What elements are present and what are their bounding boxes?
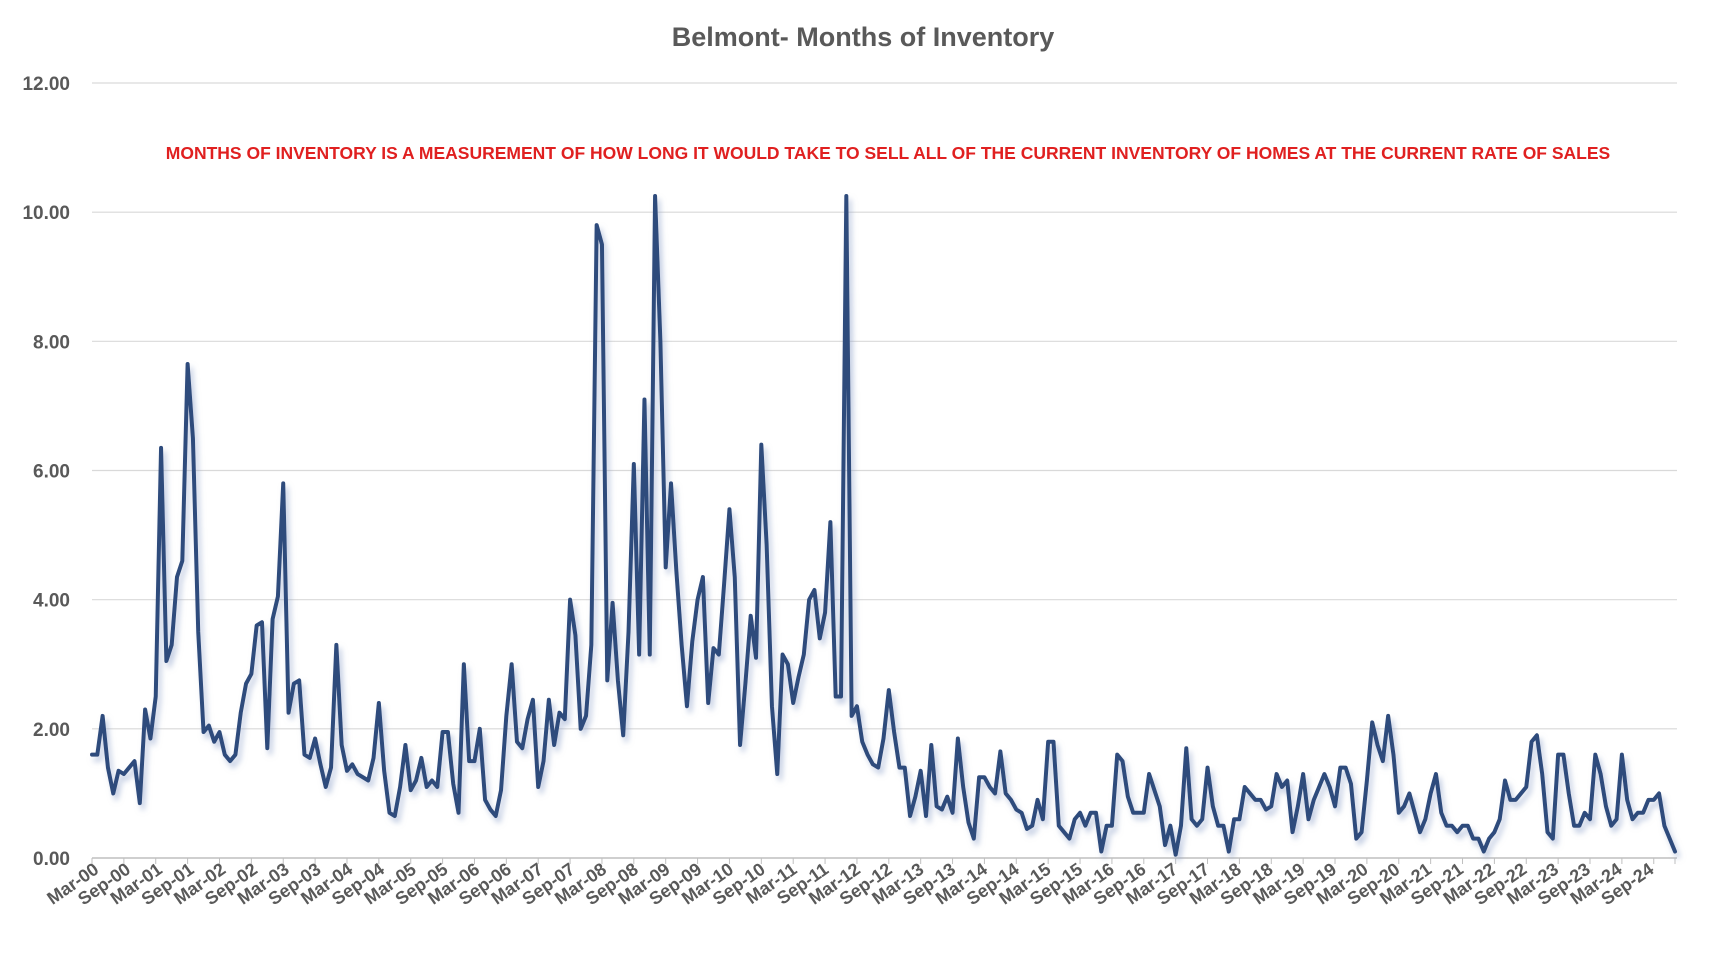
- y-tick-label: 6.00: [33, 462, 70, 483]
- y-tick-label: 8.00: [33, 332, 70, 353]
- series-layer: [90, 194, 1677, 857]
- chart-title: Belmont- Months of Inventory: [672, 22, 1054, 52]
- x-axis: [91, 857, 1677, 864]
- chart-annotation: MONTHS OF INVENTORY IS A MEASUREMENT OF …: [166, 143, 1610, 163]
- y-tick-label: 12.00: [22, 74, 70, 95]
- y-tick-label: 4.00: [33, 591, 70, 612]
- y-tick-label: 2.00: [33, 720, 70, 741]
- y-tick-label: 10.00: [22, 203, 70, 224]
- series-line: [90, 194, 1677, 857]
- y-tick-label: 0.00: [33, 849, 70, 870]
- x-axis-tick-labels: Mar-00Sep-00Mar-01Sep-01Mar-02Sep-02Mar-…: [43, 859, 1657, 909]
- y-axis-tick-labels: 0.00 2.00 4.00 6.00 8.00 10.00 12.00: [22, 74, 70, 870]
- gridlines: [92, 82, 1677, 730]
